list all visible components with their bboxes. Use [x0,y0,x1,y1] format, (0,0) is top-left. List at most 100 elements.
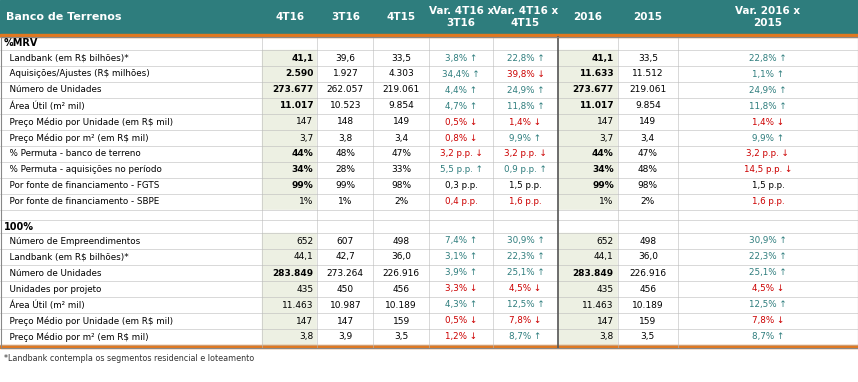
Bar [429,162,493,178]
Bar [558,162,618,178]
Bar [262,194,317,210]
Text: 36,0: 36,0 [637,253,658,262]
Bar [262,82,317,98]
Bar [0,281,262,297]
Text: 147: 147 [296,118,313,126]
Bar [373,114,429,130]
Text: 9.854: 9.854 [635,102,661,110]
Text: Aquisições/Ajustes (R$ milhões): Aquisições/Ajustes (R$ milhões) [4,70,150,78]
Text: 219.061: 219.061 [629,86,667,94]
Bar [678,194,858,210]
Bar [678,82,858,98]
Text: 11.463: 11.463 [583,301,613,309]
Bar [373,98,429,114]
Bar [493,281,558,297]
Text: 3,9: 3,9 [338,332,353,342]
Text: Landbank (em R$ bilhões)*: Landbank (em R$ bilhões)* [4,53,129,63]
Bar [317,281,373,297]
Text: 12,5% ↑: 12,5% ↑ [507,301,544,309]
Bar [0,98,262,114]
Text: 98%: 98% [391,181,411,191]
Bar [262,281,317,297]
Bar [262,249,317,265]
Text: 1,5 p.p.: 1,5 p.p. [752,181,784,191]
Bar [493,329,558,345]
Bar [558,265,618,281]
Text: 99%: 99% [592,181,613,191]
Text: 11.463: 11.463 [282,301,313,309]
Bar [618,82,678,98]
Text: 273.677: 273.677 [272,86,313,94]
Text: 4T16: 4T16 [275,12,304,22]
Bar [262,265,317,281]
Bar [262,297,317,313]
Bar [0,220,858,233]
Bar [262,114,317,130]
Bar [558,50,618,66]
Text: 1,2% ↓: 1,2% ↓ [445,332,477,342]
Bar [0,329,262,345]
Text: 1%: 1% [299,197,313,207]
Text: 25,1% ↑: 25,1% ↑ [507,269,544,277]
Bar [618,178,678,194]
Bar [558,281,618,297]
Text: Preço Médio por m² (em R$ mil): Preço Médio por m² (em R$ mil) [4,332,148,342]
Bar [618,162,678,178]
Text: 273.677: 273.677 [572,86,613,94]
Text: 1%: 1% [600,197,613,207]
Text: 39,8% ↓: 39,8% ↓ [506,70,545,78]
Text: 9,9% ↑: 9,9% ↑ [510,133,541,142]
Bar [429,66,493,82]
Bar [618,194,678,210]
Bar [0,297,262,313]
Text: Landbank (em R$ bilhões)*: Landbank (em R$ bilhões)* [4,253,129,262]
Bar [373,178,429,194]
Bar [678,329,858,345]
Bar [558,66,618,82]
Bar [317,66,373,82]
Bar [558,130,618,146]
Bar [429,50,493,66]
Text: 0,8% ↓: 0,8% ↓ [445,133,477,142]
Bar [429,233,493,249]
Bar [373,233,429,249]
Text: 435: 435 [296,285,313,293]
Text: 0,9 p.p. ↑: 0,9 p.p. ↑ [505,165,547,175]
Bar [262,98,317,114]
Bar [317,233,373,249]
Bar [0,34,858,37]
Bar [618,297,678,313]
Text: 3,2 p.p. ↓: 3,2 p.p. ↓ [440,149,482,159]
Bar [262,178,317,194]
Text: 12,5% ↑: 12,5% ↑ [749,301,787,309]
Bar [262,66,317,82]
Text: Var. 4T16 x
4T15: Var. 4T16 x 4T15 [492,6,559,28]
Text: 149: 149 [393,118,409,126]
Bar [0,146,262,162]
Bar [558,249,618,265]
Text: Número de Unidades: Número de Unidades [4,269,101,277]
Bar [0,194,262,210]
Text: 435: 435 [596,285,613,293]
Text: 2015: 2015 [633,12,662,22]
Text: 3,8: 3,8 [600,332,613,342]
Text: 48%: 48% [335,149,355,159]
Text: 262.057: 262.057 [327,86,364,94]
Text: 10.189: 10.189 [632,301,663,309]
Bar [618,233,678,249]
Text: Var. 2016 x
2015: Var. 2016 x 2015 [735,6,801,28]
Text: 47%: 47% [391,149,411,159]
Bar [558,313,618,329]
Text: 9.854: 9.854 [388,102,414,110]
Text: 3T16: 3T16 [331,12,360,22]
Text: 44%: 44% [292,149,313,159]
Bar [558,146,618,162]
Text: Por fonte de financiamento - SBPE: Por fonte de financiamento - SBPE [4,197,160,207]
Text: 3,4: 3,4 [641,133,655,142]
Bar [429,194,493,210]
Text: %MRV: %MRV [4,39,39,49]
Bar [373,297,429,313]
Bar [678,130,858,146]
Text: 4.303: 4.303 [388,70,414,78]
Bar [618,66,678,82]
